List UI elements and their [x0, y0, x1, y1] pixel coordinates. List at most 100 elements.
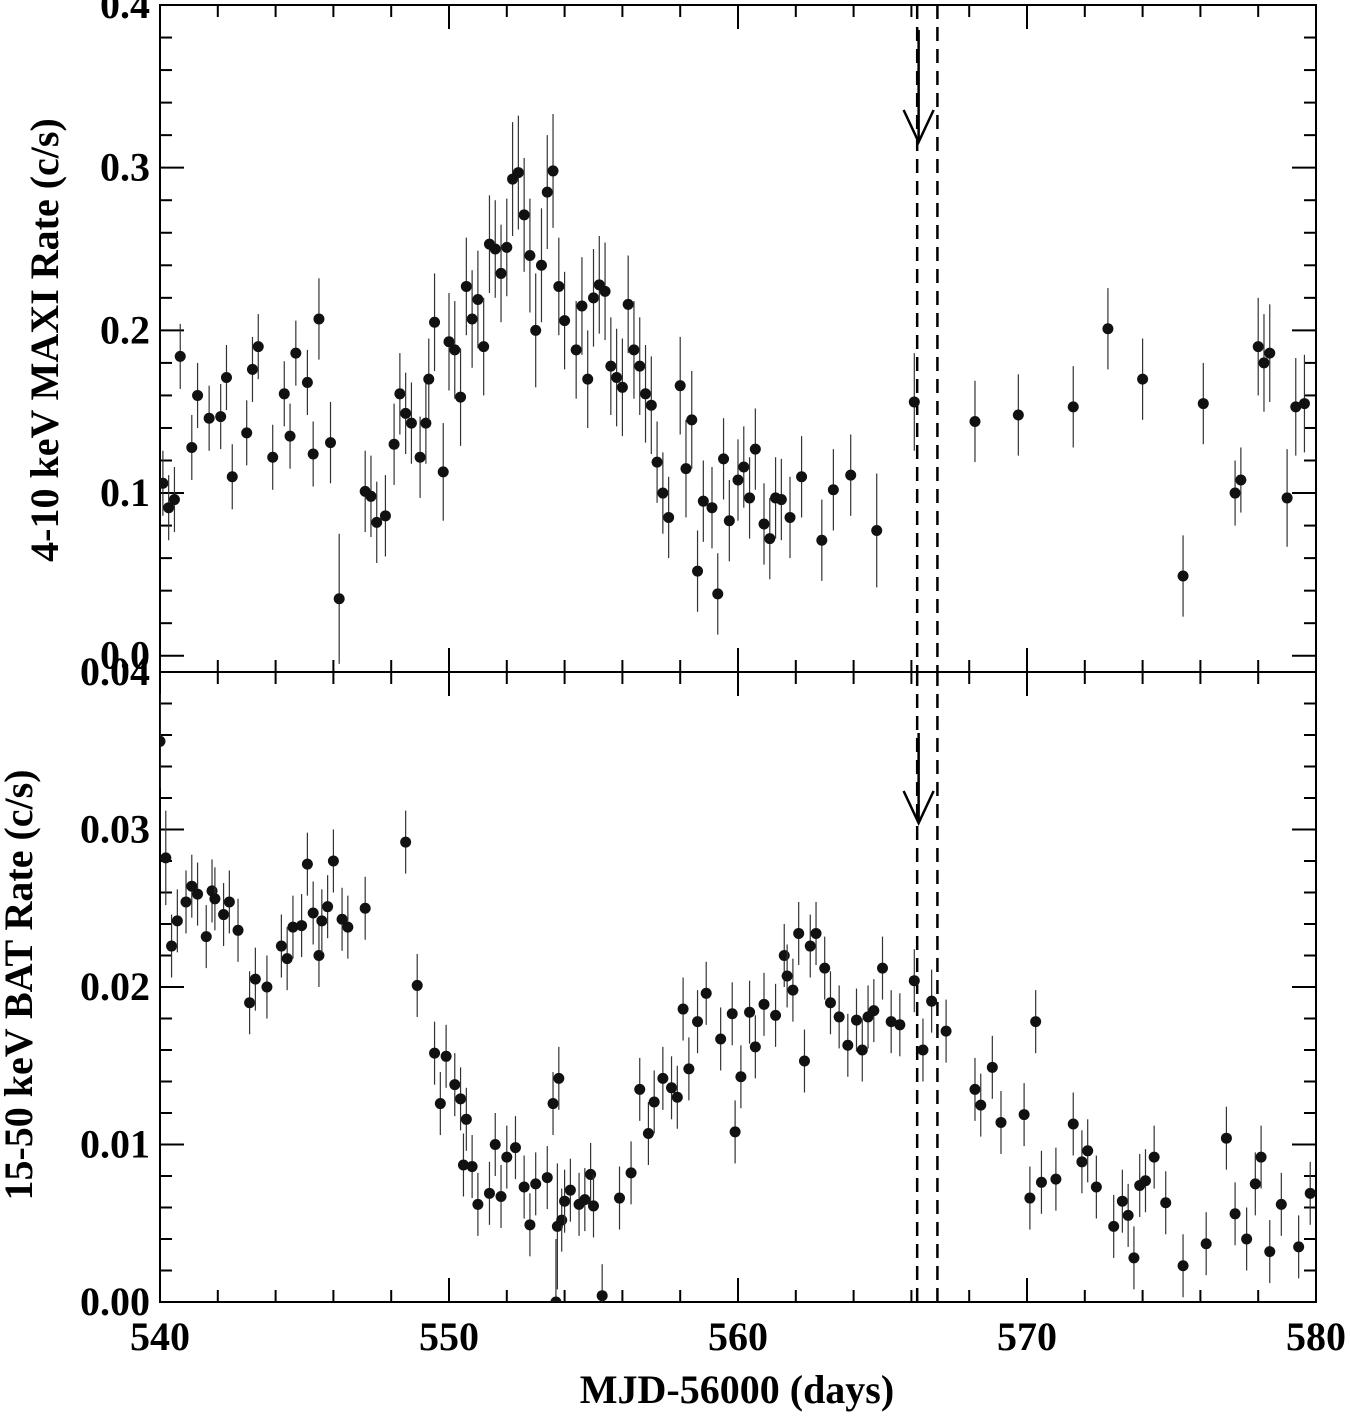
y-axis-title-bottom: 15-50 keV BAT Rate (c/s) — [0, 769, 41, 1200]
maxi-data-point — [437, 466, 449, 478]
bat-data-point — [556, 1214, 568, 1226]
bat-data-point — [940, 1025, 952, 1037]
maxi-data-point — [246, 363, 258, 375]
bat-data-point — [810, 927, 822, 939]
bat-data-point — [1241, 1233, 1253, 1245]
bat-data-point — [683, 1063, 695, 1075]
bat-data-point — [1090, 1181, 1102, 1193]
bat-x-tick-label: 550 — [419, 1314, 479, 1359]
maxi-data-point — [553, 280, 565, 292]
bat-data-point — [1035, 1176, 1047, 1188]
maxi-data-point — [495, 267, 507, 279]
bat-x-tick-label: 560 — [708, 1314, 768, 1359]
maxi-data-point — [267, 451, 279, 463]
bat-data-point — [550, 1296, 562, 1302]
bat-data-point — [833, 1011, 845, 1023]
maxi-data-point — [775, 494, 787, 506]
bat-data-point — [359, 902, 371, 914]
maxi-data-point — [535, 259, 547, 271]
maxi-data-point — [1012, 409, 1024, 421]
maxi-data-point — [706, 502, 718, 514]
maxi-data-point — [501, 241, 513, 253]
bat-data-point — [192, 888, 204, 900]
bat-data-point — [160, 735, 166, 747]
bat-data-point — [281, 953, 293, 965]
maxi-data-point — [284, 430, 296, 442]
maxi-data-point — [764, 533, 776, 545]
maxi-data-point — [400, 407, 412, 419]
maxi-data-point — [686, 414, 698, 426]
bat-x-tick-label: 570 — [997, 1314, 1057, 1359]
bat-data-point — [625, 1167, 637, 1179]
maxi-data-point — [449, 344, 461, 356]
maxi-data-point — [816, 534, 828, 546]
maxi-data-point — [718, 453, 730, 465]
bat-data-point — [787, 984, 799, 996]
maxi-data-point — [1102, 323, 1114, 335]
maxi-data-point — [518, 209, 530, 221]
maxi-data-point — [420, 417, 432, 429]
maxi-data-point — [605, 360, 617, 372]
maxi-data-point — [1177, 570, 1189, 582]
maxi-data-point — [429, 316, 441, 328]
maxi-data-point — [215, 411, 227, 423]
bat-data-point — [342, 921, 354, 933]
bat-data-point — [749, 1041, 761, 1053]
bat-data-point — [1018, 1109, 1030, 1121]
bat-data-point — [1116, 1195, 1128, 1207]
bat-data-point — [559, 1195, 571, 1207]
bat-data-point — [449, 1079, 461, 1091]
maxi-data-point — [301, 376, 313, 388]
bat-data-point — [885, 1016, 897, 1028]
maxi-data-point — [365, 490, 377, 502]
maxi-data-point — [1252, 341, 1264, 353]
maxi-data-point — [582, 373, 594, 385]
maxi-data-point — [226, 471, 238, 483]
maxi-data-point — [1197, 398, 1209, 410]
bat-data-group — [160, 672, 1316, 1302]
bat-data-point — [842, 1039, 854, 1051]
maxi-data-point — [512, 167, 524, 179]
bat-data-point — [457, 1159, 469, 1171]
bat-data-point — [336, 913, 348, 925]
bat-data-point — [489, 1139, 501, 1150]
bat-data-point — [975, 1099, 987, 1111]
maxi-data-point — [576, 300, 588, 312]
bat-data-point — [585, 1168, 597, 1180]
bat-data-point — [1139, 1175, 1151, 1187]
bat-data-point — [518, 1181, 530, 1193]
maxi-y-tick-label: 0.1 — [100, 470, 150, 515]
maxi-data-point — [174, 350, 186, 362]
maxi-data-point — [307, 448, 319, 460]
maxi-data-point — [738, 461, 750, 473]
maxi-data-point — [616, 381, 628, 393]
bat-data-point — [793, 927, 805, 939]
bat-data-point — [200, 931, 212, 943]
maxi-data-point — [908, 396, 920, 408]
bat-data-point — [160, 852, 172, 864]
bat-data-point — [495, 1190, 507, 1202]
bat-data-point — [296, 920, 308, 932]
bat-data-point — [850, 1014, 862, 1026]
bat-data-point — [1229, 1208, 1241, 1220]
maxi-data-point — [744, 492, 756, 504]
y-axis-title-top: 4-10 keV MAXI Rate (c/s) — [22, 118, 67, 562]
bat-data-point — [666, 1082, 678, 1094]
bat-data-point — [642, 1127, 654, 1139]
bat-data-point — [868, 1005, 880, 1017]
bat-data-point — [232, 924, 244, 936]
maxi-arrow-head — [902, 109, 935, 145]
maxi-data-point — [414, 451, 426, 463]
bat-data-point — [1264, 1246, 1276, 1258]
maxi-data-point — [460, 280, 472, 292]
maxi-data-point — [252, 341, 264, 353]
bat-data-point — [596, 1290, 608, 1302]
bat-data-point — [1177, 1260, 1189, 1272]
bat-x-tick-label: 540 — [130, 1314, 190, 1359]
bat-arrow-head — [902, 790, 935, 826]
bat-data-point — [1275, 1198, 1287, 1210]
maxi-data-point — [313, 313, 325, 325]
maxi-data-point — [290, 347, 302, 359]
maxi-data-point — [466, 313, 478, 325]
maxi-data-point — [599, 285, 611, 297]
